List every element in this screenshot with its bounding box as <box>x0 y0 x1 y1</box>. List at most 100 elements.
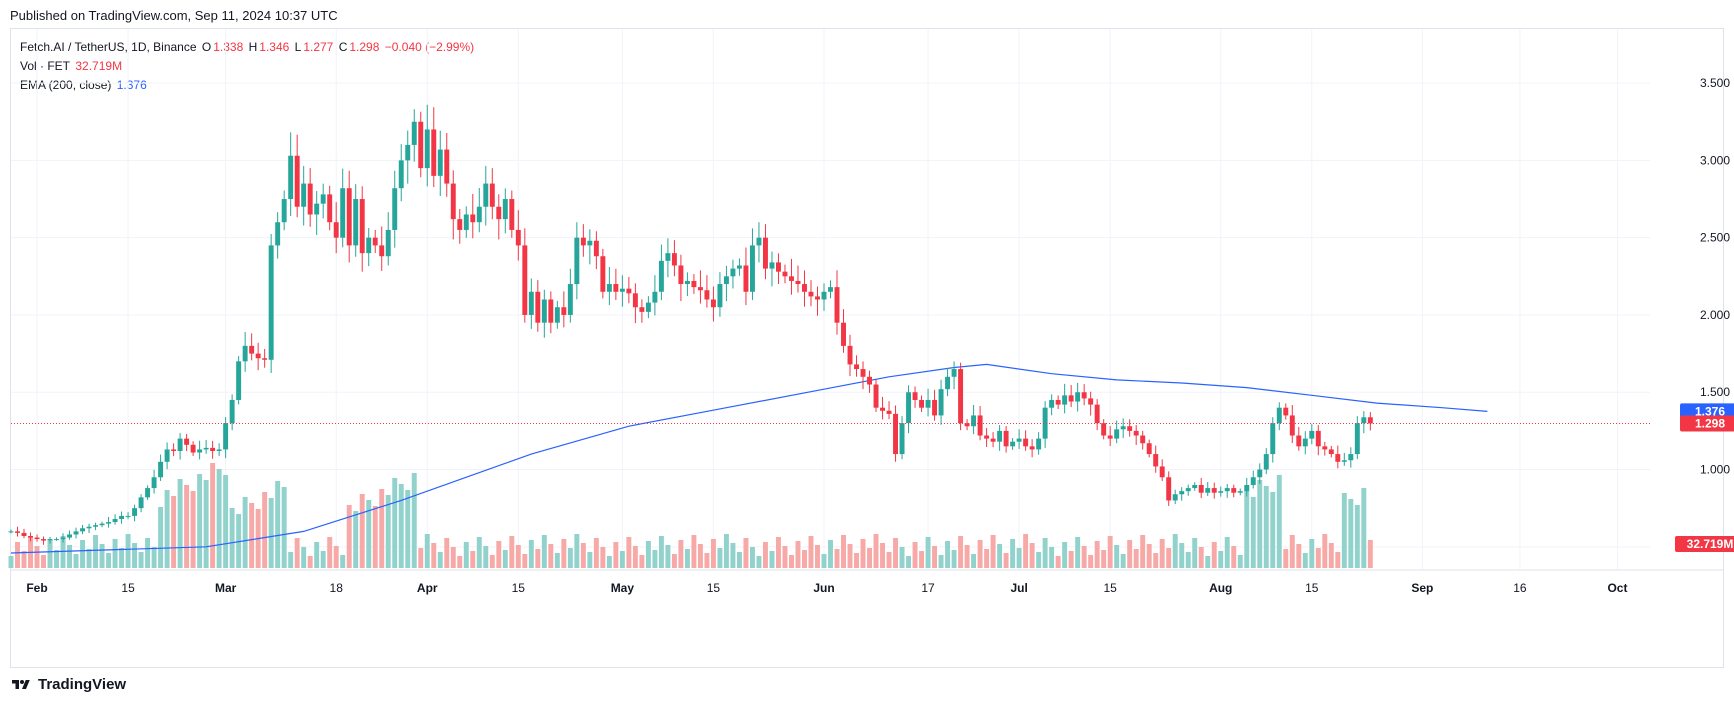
volume-bar <box>177 479 183 568</box>
candle-body <box>119 515 125 519</box>
candle-body <box>1231 488 1237 493</box>
candle-body <box>112 518 118 523</box>
candle-body <box>502 199 508 220</box>
volume-bar <box>268 498 274 568</box>
candle-body <box>1309 430 1315 439</box>
candle-body <box>1335 454 1341 462</box>
candle-body <box>281 199 287 223</box>
volume-bar <box>1335 552 1341 568</box>
candle-body <box>580 237 586 246</box>
volume-bar <box>652 550 658 568</box>
volume-label[interactable]: Vol · FET <box>20 59 71 73</box>
volume-bar <box>535 549 541 568</box>
candle-body <box>1211 488 1217 493</box>
volume-bar <box>1302 553 1308 568</box>
candle-body <box>1042 407 1048 439</box>
candle-body <box>177 438 183 451</box>
candle-body <box>1237 491 1243 493</box>
volume-bar <box>697 544 703 568</box>
volume-bar <box>216 469 222 568</box>
footer-brand: TradingView <box>38 676 127 693</box>
candle-body <box>899 423 905 455</box>
candle-body <box>619 288 625 292</box>
price-label-text: 1.298 <box>1695 416 1725 430</box>
candle-body <box>977 415 983 436</box>
symbol-label[interactable]: Fetch.AI / TetherUS, 1D, Binance <box>20 40 197 54</box>
volume-bar <box>132 543 138 568</box>
volume-bar <box>275 481 281 568</box>
x-tick-label: 15 <box>1305 581 1319 595</box>
volume-bar <box>580 543 586 568</box>
volume-bar <box>951 550 957 568</box>
candle-body <box>1101 423 1107 436</box>
candle-body <box>821 291 827 300</box>
candle-body <box>125 515 131 517</box>
volume-bar <box>717 548 723 568</box>
candle-body <box>613 284 619 292</box>
volume-bar <box>1088 555 1094 568</box>
volume-bar <box>873 534 879 568</box>
volume-bar <box>1179 543 1185 568</box>
candle-body <box>47 539 53 541</box>
candle-body <box>216 449 222 451</box>
volume-label-text: 32.719M <box>1687 537 1734 551</box>
candle-body <box>1081 392 1087 399</box>
candle-body <box>1224 488 1230 492</box>
candle-body <box>320 194 326 204</box>
volume-bar <box>457 556 463 568</box>
volume-bar <box>483 546 489 568</box>
volume-bar <box>450 547 456 568</box>
volume-bar <box>775 537 781 568</box>
volume-bar <box>125 534 131 568</box>
volume-bar <box>119 548 125 568</box>
volume-bar <box>1062 542 1068 568</box>
volume-bar <box>977 540 983 568</box>
candle-body <box>1302 438 1308 447</box>
volume-bar <box>1185 552 1191 568</box>
volume-bar <box>405 490 411 568</box>
volume-bar <box>632 546 638 568</box>
candle-body <box>1159 466 1165 478</box>
y-tick-label: 1.500 <box>1700 385 1730 399</box>
volume-bar <box>841 535 846 568</box>
volume-bar <box>21 551 27 568</box>
volume-bar <box>1140 535 1146 568</box>
volume-bar <box>613 542 619 568</box>
volume-bar <box>294 538 300 568</box>
price-label-box <box>1680 415 1734 432</box>
volume-bar <box>1218 551 1224 568</box>
volume-bar <box>1205 556 1211 568</box>
volume-bar <box>171 496 177 568</box>
candle-body <box>190 444 196 453</box>
candle-body <box>873 384 879 408</box>
candle-body <box>632 293 638 308</box>
candle-body <box>1049 399 1055 408</box>
volume-bar <box>249 503 255 568</box>
high-label: H <box>248 40 258 54</box>
ema-label[interactable]: EMA (200, close) <box>20 78 112 92</box>
candle-body <box>1315 430 1321 447</box>
candle-body <box>1192 484 1198 489</box>
candle-body <box>658 260 664 292</box>
volume-bar <box>476 537 482 568</box>
volume-bar <box>158 507 164 568</box>
volume-bar <box>1146 544 1152 568</box>
volume-bar <box>327 537 333 568</box>
candle-body <box>236 361 242 400</box>
volume-bar <box>606 556 612 568</box>
candle-body <box>249 345 255 354</box>
candle-body <box>880 407 886 411</box>
candle-body <box>1322 446 1328 450</box>
candle-body <box>392 188 398 230</box>
volume-bar <box>567 548 573 568</box>
x-tick-label: 18 <box>330 581 344 595</box>
candle-body <box>80 528 86 532</box>
candle-body <box>1276 407 1282 424</box>
candle-body <box>1283 407 1289 416</box>
volume-bar <box>1120 554 1126 568</box>
volume-bar <box>691 535 697 568</box>
volume-bar <box>288 552 294 568</box>
volume-bar <box>242 497 248 568</box>
candle-body <box>893 413 899 455</box>
